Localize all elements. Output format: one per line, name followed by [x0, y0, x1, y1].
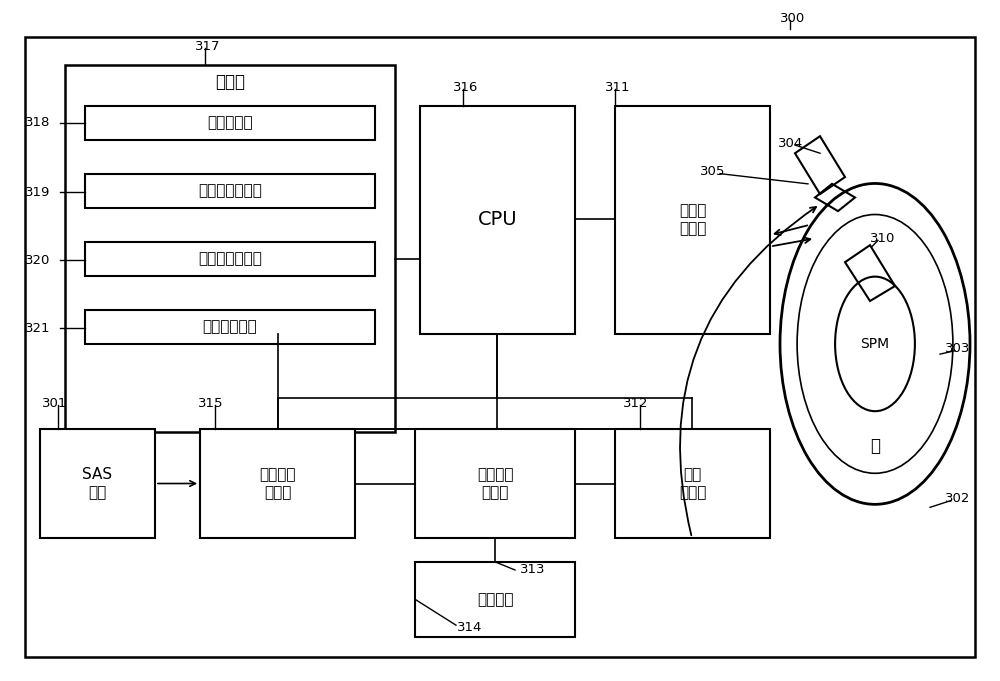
Text: SPM: SPM — [860, 337, 890, 351]
Text: 302: 302 — [945, 492, 970, 505]
Bar — [615, 106, 770, 334]
Text: 指定代码存储部: 指定代码存储部 — [198, 183, 262, 198]
Bar — [40, 429, 155, 538]
Text: 301: 301 — [42, 396, 67, 410]
Text: 311: 311 — [605, 80, 631, 94]
Text: 303: 303 — [945, 342, 970, 355]
Text: 321: 321 — [25, 321, 50, 335]
Text: 313: 313 — [520, 563, 546, 577]
Text: 312: 312 — [623, 396, 648, 410]
Text: 数据缓存: 数据缓存 — [477, 592, 513, 607]
Text: SAS
接口: SAS 接口 — [82, 467, 113, 500]
Text: CPU: CPU — [478, 210, 517, 229]
Text: 316: 316 — [453, 80, 478, 94]
Text: 指定代码设定部: 指定代码设定部 — [198, 251, 262, 266]
Ellipse shape — [780, 183, 970, 505]
Bar — [420, 106, 575, 334]
Text: 300: 300 — [780, 12, 805, 25]
Text: 317: 317 — [195, 39, 220, 53]
Text: 模式变更部: 模式变更部 — [207, 115, 253, 130]
Text: 读写
控制部: 读写 控制部 — [679, 467, 706, 500]
Bar — [415, 562, 575, 637]
Bar — [200, 429, 355, 538]
Bar — [85, 106, 375, 140]
Bar — [85, 174, 375, 208]
Text: 305: 305 — [700, 165, 725, 178]
Bar — [65, 65, 395, 432]
Bar — [415, 429, 575, 538]
Bar — [85, 242, 375, 276]
Text: 驱动器
控制部: 驱动器 控制部 — [679, 204, 706, 236]
Ellipse shape — [835, 276, 915, 411]
Text: 310: 310 — [870, 232, 895, 245]
Text: 315: 315 — [198, 396, 224, 410]
Bar — [615, 429, 770, 538]
Text: 数据缓存
控制部: 数据缓存 控制部 — [477, 467, 513, 500]
Text: 主机接口
控制部: 主机接口 控制部 — [259, 467, 296, 500]
Text: 304: 304 — [778, 136, 803, 150]
Text: 320: 320 — [25, 253, 50, 267]
Text: 314: 314 — [457, 621, 482, 635]
Text: 319: 319 — [25, 185, 50, 199]
Text: 状态取得程序: 状态取得程序 — [203, 319, 257, 334]
Bar — [85, 310, 375, 344]
Text: 存储器: 存储器 — [215, 73, 245, 91]
Text: 318: 318 — [25, 116, 50, 129]
Text: 盘: 盘 — [870, 437, 880, 455]
